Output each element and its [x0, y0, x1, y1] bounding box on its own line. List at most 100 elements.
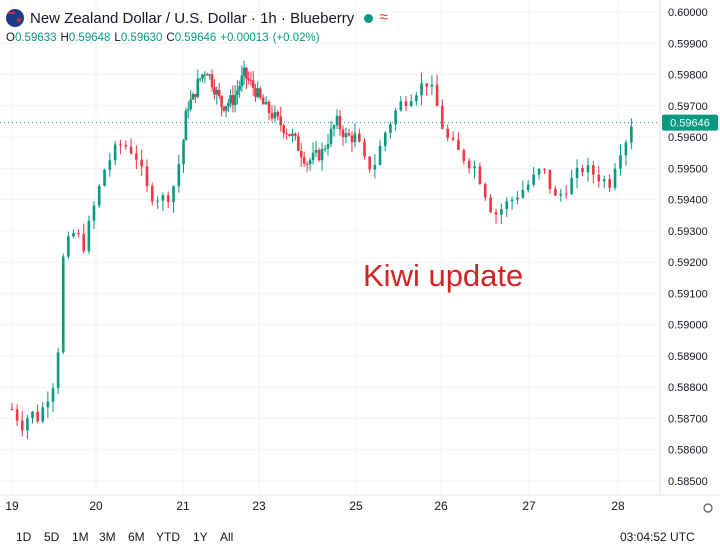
candle-down [299, 150, 303, 158]
candle-up [46, 401, 50, 408]
time-tick-label: 20 [89, 499, 103, 513]
candle-down [231, 95, 235, 106]
candle-up [344, 133, 348, 138]
candle-down [543, 168, 546, 170]
candle-down [404, 101, 408, 106]
candle-down [467, 160, 471, 169]
price-tick-label: 0.58900 [668, 351, 708, 363]
candle-down [435, 84, 439, 107]
candle-up [186, 109, 190, 111]
price-tick-label: 0.59100 [668, 288, 708, 300]
ohlc-open: O0.59633 [6, 32, 57, 44]
range-button-all[interactable]: All [220, 530, 234, 544]
candle-up [238, 85, 241, 91]
candle-up [215, 89, 219, 95]
range-button-1y[interactable]: 1Y [193, 530, 208, 544]
candle-down [597, 174, 601, 182]
current-price-label: 0.59646 [670, 118, 710, 130]
candle-down [222, 106, 226, 111]
candle-up [516, 197, 519, 200]
candle-up [329, 128, 333, 145]
candle-up [575, 168, 579, 179]
candle-up [308, 160, 312, 165]
candle-up [505, 201, 509, 210]
candle-down [494, 212, 498, 215]
candle-up [373, 164, 377, 170]
candle-up [335, 115, 339, 126]
candle-up [201, 74, 204, 79]
candle-up [619, 155, 622, 169]
candle-down [338, 115, 342, 130]
candle-down [592, 165, 595, 175]
candle-up [624, 142, 628, 156]
candle-up [196, 78, 200, 97]
candle-down [478, 166, 482, 184]
candle-up [570, 178, 573, 195]
candle-down [368, 156, 371, 170]
candle-down [288, 134, 291, 137]
price-tick-label: 0.59800 [668, 70, 708, 82]
chart-header: New Zealand Dollar / U.S. Dollar · 1h · … [6, 6, 388, 30]
candle-up [87, 220, 91, 252]
candle-down [194, 94, 197, 97]
candle-up [323, 148, 327, 150]
candle-down [270, 113, 274, 119]
candle-up [51, 388, 55, 402]
candle-down [282, 125, 285, 134]
range-button-ytd[interactable]: YTD [156, 530, 180, 544]
candle-up [156, 200, 159, 202]
candle-down [129, 146, 133, 154]
ohlc-readout: O0.59633 H0.59648 L0.59630 C0.59646 +0.0… [6, 32, 320, 44]
market-status-icon [364, 13, 374, 23]
candle-up [353, 133, 357, 143]
symbol-title[interactable]: New Zealand Dollar / U.S. Dollar · 1h · … [30, 9, 355, 27]
candle-down [305, 163, 309, 165]
candle-up [31, 411, 34, 419]
candle-down [15, 409, 19, 421]
chart-annotation: Kiwi update [363, 258, 524, 293]
ohlc-close: C0.59646 [166, 32, 217, 44]
candle-up [229, 95, 232, 104]
candle-up [383, 132, 387, 146]
candle-down [150, 186, 154, 202]
candle-down [124, 145, 128, 147]
time-tick-label: 26 [434, 499, 448, 513]
range-button-6m[interactable]: 6M [128, 530, 145, 544]
candle-down [213, 87, 216, 95]
candle-down [581, 168, 584, 173]
range-button-1d[interactable]: 1D [16, 530, 32, 544]
candle-up [108, 160, 112, 170]
settings-gear-icon[interactable] [703, 503, 713, 513]
candle-up [224, 106, 228, 111]
ohlc-change-pct: (+0.02%) [272, 32, 320, 44]
candle-up [72, 233, 75, 237]
candle-down [441, 106, 444, 129]
range-button-1m[interactable]: 1M [72, 530, 89, 544]
time-tick-label: 23 [252, 499, 266, 513]
utc-clock: 03:04:52 UTC [620, 530, 695, 544]
candle-down [77, 233, 80, 235]
range-button-5d[interactable]: 5D [44, 530, 60, 544]
candle-up [161, 195, 165, 201]
candle-down [462, 149, 466, 161]
price-tick-label: 0.58700 [668, 413, 708, 425]
candle-up [389, 124, 392, 133]
candle-down [451, 137, 455, 140]
candle-up [526, 184, 530, 190]
candle-down [489, 197, 492, 213]
candle-down [554, 189, 557, 196]
candle-up [203, 74, 207, 76]
candle-up [208, 74, 211, 76]
candle-up [291, 133, 294, 137]
candle-up [409, 101, 413, 106]
candle-up [420, 83, 423, 96]
candle-down [166, 195, 170, 202]
candle-up [500, 209, 503, 215]
time-tick-label: 25 [349, 499, 363, 513]
price-tick-label: 0.59500 [668, 163, 708, 175]
candle-down [210, 74, 214, 88]
candle-up [510, 199, 514, 202]
candle-down [363, 141, 366, 157]
range-button-3m[interactable]: 3M [99, 530, 116, 544]
